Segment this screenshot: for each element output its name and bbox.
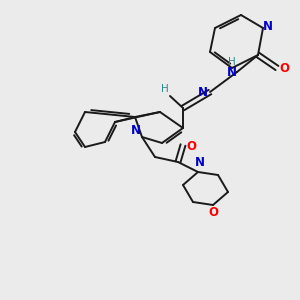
Text: N: N — [195, 157, 205, 169]
Text: O: O — [208, 206, 218, 220]
Text: H: H — [228, 57, 236, 67]
Text: O: O — [186, 140, 196, 154]
Text: O: O — [279, 61, 289, 74]
Text: N: N — [227, 67, 237, 80]
Text: N: N — [131, 124, 141, 136]
Text: N: N — [263, 20, 273, 32]
Text: H: H — [161, 84, 169, 94]
Text: N: N — [198, 86, 208, 100]
